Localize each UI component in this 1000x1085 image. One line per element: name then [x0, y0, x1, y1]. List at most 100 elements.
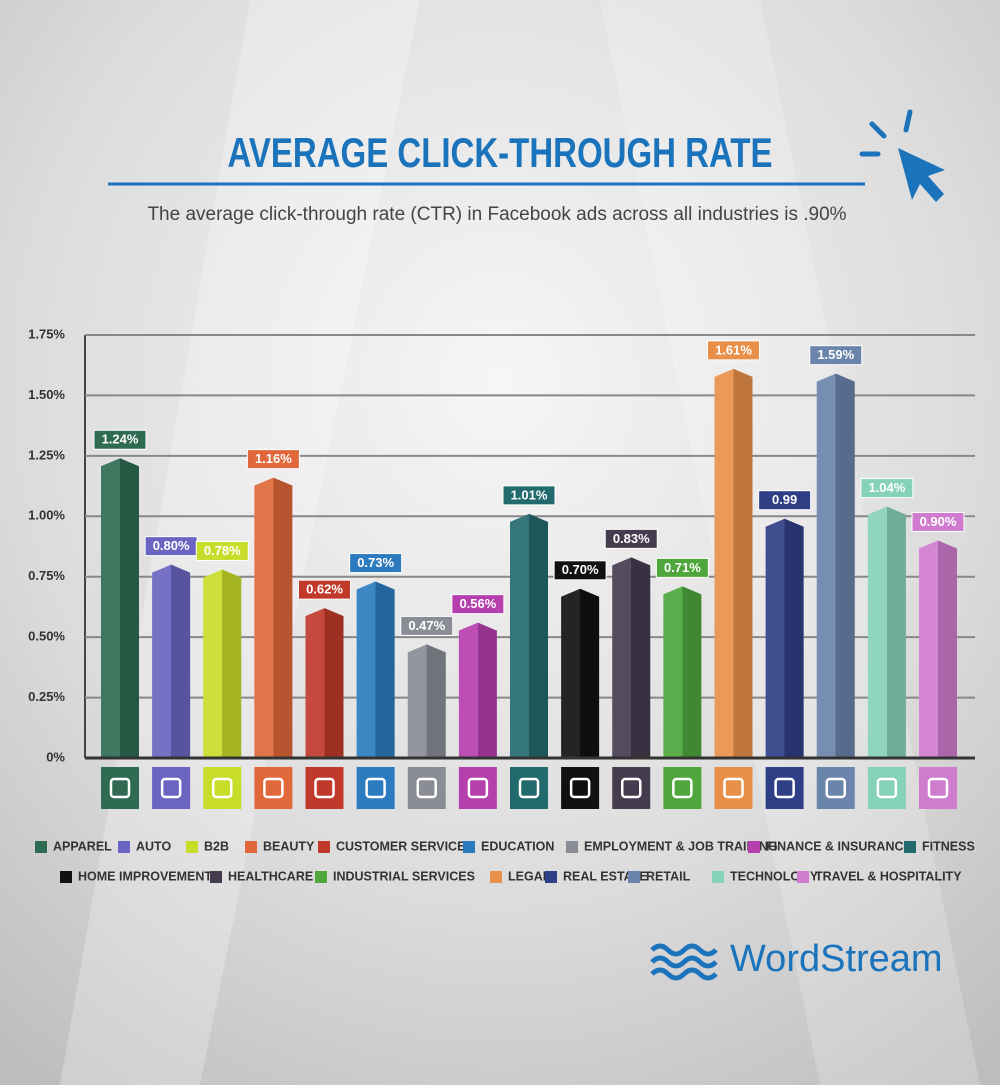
category-icon: [356, 767, 395, 809]
legend-swatch: [490, 871, 502, 883]
value-label: 0.73%: [357, 555, 394, 570]
category-icon: [612, 767, 651, 809]
value-label-box: [93, 429, 147, 450]
category-icon-glyph: [160, 777, 182, 799]
category-icon: [561, 767, 600, 809]
value-label-box: [860, 478, 914, 499]
value-label: 0.62%: [306, 582, 343, 597]
y-tick-label: 0.75%: [28, 568, 65, 583]
value-label-box: [246, 449, 300, 470]
subtitle: The average click-through rate (CTR) in …: [147, 204, 846, 225]
bar-shade: [919, 540, 957, 758]
category-icon-glyph: [365, 777, 386, 799]
bar-shade: [561, 588, 600, 758]
bar-shade: [254, 477, 293, 758]
category-icon-glyph: [109, 777, 131, 799]
value-label-box: [758, 490, 812, 511]
category-icon-glyph: [416, 777, 437, 799]
legend-swatch: [60, 871, 72, 883]
legend-swatch: [118, 841, 130, 853]
bar-shade: [407, 644, 446, 758]
category-icon: [203, 767, 242, 809]
legend-swatch: [186, 841, 198, 853]
bar-shade: [714, 368, 753, 758]
category-icon-glyph: [876, 777, 898, 799]
legend-label: FINANCE & INSURANCE: [766, 839, 912, 853]
brand-logo: [650, 943, 718, 981]
value-label-box: [349, 553, 403, 574]
legend-swatch: [628, 871, 640, 883]
category-icon: [458, 767, 497, 809]
category-icon: [816, 767, 855, 809]
legend-label: BEAUTY: [263, 839, 315, 853]
value-label-box: [553, 560, 607, 581]
value-label: 0.83%: [613, 531, 650, 546]
value-label-box: [911, 511, 965, 532]
category-icon-glyph: [621, 777, 642, 799]
value-label-box: [451, 594, 505, 615]
category-icon-glyph: [263, 777, 284, 799]
bar-shade: [203, 569, 242, 758]
value-label-box: [655, 557, 709, 578]
legend-label: REAL ESTATE: [563, 869, 648, 883]
category-icon: [510, 767, 548, 809]
y-tick-label: 1.00%: [28, 508, 65, 523]
category-icon-glyph: [723, 777, 744, 799]
category-icon-glyph: [927, 777, 949, 799]
legend-swatch: [566, 841, 578, 853]
bar-shade: [510, 513, 548, 758]
category-icon: [254, 767, 293, 809]
chart-title: AVERAGE CLICK-THROUGH RATE: [228, 129, 773, 176]
legend-label: FITNESS: [922, 839, 975, 853]
value-label-box: [298, 579, 351, 600]
legend-swatch: [463, 841, 475, 853]
legend-label: AUTO: [136, 839, 171, 853]
legend-label: INDUSTRIAL SERVICES: [333, 869, 475, 883]
y-tick-label: 1.75%: [28, 326, 65, 341]
value-label: 1.01%: [511, 487, 548, 502]
legend-label: LEGAL: [508, 869, 551, 883]
category-icon: [765, 767, 804, 809]
brand: WordStream: [730, 938, 943, 980]
bar-shade: [816, 373, 855, 758]
legend-label: TRAVEL & HOSPITALITY: [815, 869, 962, 883]
legend-swatch: [318, 841, 330, 853]
legend-label: B2B: [204, 839, 229, 853]
value-label-box: [707, 340, 760, 361]
category-icon-glyph: [774, 777, 795, 799]
y-tick-label: 1.50%: [28, 387, 65, 402]
y-tick-label: 0.50%: [28, 629, 65, 644]
legend-swatch: [315, 871, 327, 883]
category-icon-glyph: [672, 777, 693, 799]
value-label: 0.47%: [408, 618, 445, 633]
legend-swatch: [210, 871, 222, 883]
category-icon-glyph: [825, 777, 846, 799]
category-icon: [305, 767, 344, 809]
legend-label: RETAIL: [646, 869, 691, 883]
value-label-box: [195, 540, 249, 561]
value-label: 1.24%: [102, 432, 139, 447]
bar-shade: [305, 608, 344, 758]
legend-swatch: [35, 841, 47, 853]
bar-shade: [356, 581, 395, 758]
legend-swatch: [712, 871, 724, 883]
bar-shade: [765, 518, 804, 758]
cursor-icon: [859, 109, 945, 202]
value-label: 1.61%: [715, 342, 752, 357]
value-label: 0.90%: [920, 514, 957, 529]
legend-label: TECHNOLOGY: [730, 869, 819, 883]
bar-shade: [101, 458, 139, 758]
legend-label: CUSTOMER SERVICES: [336, 839, 474, 853]
bar-shade: [152, 564, 191, 758]
bar-shade: [867, 506, 906, 758]
legend-swatch: [797, 871, 809, 883]
value-label-box: [809, 345, 863, 366]
legend-swatch: [904, 841, 916, 853]
category-icon: [867, 767, 906, 809]
value-label-box: [400, 615, 454, 636]
category-icon-glyph: [518, 777, 540, 799]
legend-label: EDUCATION: [481, 839, 554, 853]
legend-swatch: [748, 841, 760, 853]
